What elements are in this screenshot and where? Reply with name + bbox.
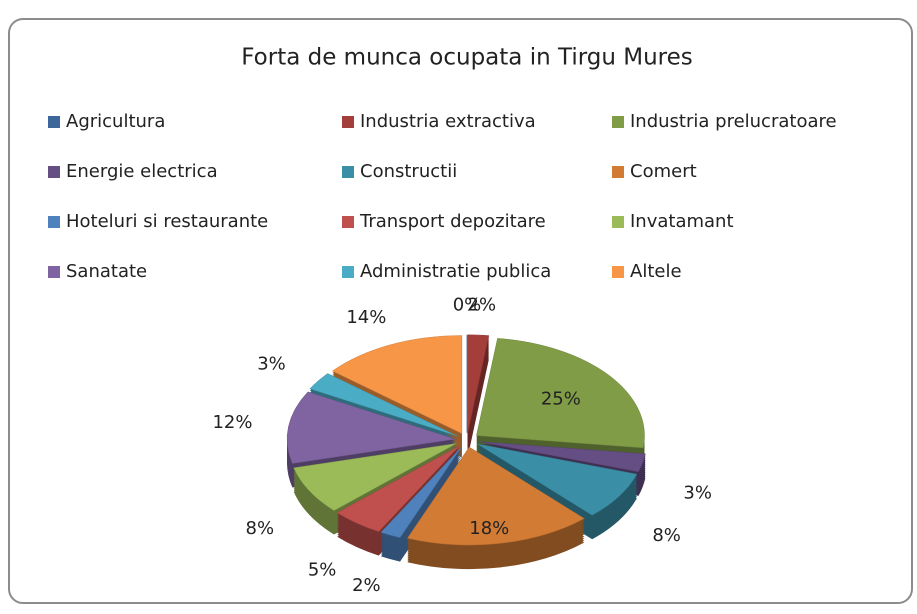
legend-swatch	[48, 116, 60, 128]
slice	[406, 446, 585, 546]
legend-label: Industria prelucratoare	[630, 111, 837, 132]
legend-label: Comert	[630, 161, 697, 182]
chart-frame	[8, 18, 913, 604]
slice	[380, 446, 463, 538]
legend-swatch	[48, 166, 60, 178]
legend-label: Constructii	[360, 161, 457, 182]
data-label: 3%	[257, 353, 286, 374]
slice-side	[478, 443, 646, 474]
legend-label: Hoteluri si restaurante	[66, 211, 268, 232]
slice	[478, 441, 646, 473]
slice	[309, 373, 458, 437]
legend-swatch	[342, 216, 354, 228]
data-label: 5%	[308, 559, 337, 580]
legend-swatch	[342, 266, 354, 278]
slice	[336, 445, 460, 532]
slice	[293, 443, 457, 511]
data-label: 2%	[352, 575, 381, 596]
legend-label: Administratie publica	[360, 261, 551, 282]
legend-label: Invatamant	[630, 211, 734, 232]
data-label: 8%	[246, 518, 275, 539]
data-label: 12%	[212, 412, 252, 433]
legend-swatch	[612, 216, 624, 228]
legend-label: Altele	[630, 261, 682, 282]
data-label: 3%	[683, 482, 712, 503]
data-label: 8%	[652, 525, 681, 546]
legend-label: Transport depozitare	[359, 211, 546, 232]
slice	[286, 391, 456, 464]
legend-swatch	[612, 116, 624, 128]
legend-label: Sanatate	[66, 261, 147, 282]
legend-swatch	[48, 216, 60, 228]
chart-title: Forta de munca ocupata in Tirgu Mures	[241, 45, 693, 71]
legend-swatch	[342, 116, 354, 128]
legend-label: Agricultura	[66, 111, 165, 132]
legend-swatch	[342, 166, 354, 178]
legend-label: Industria extractiva	[360, 111, 536, 132]
slice	[476, 338, 645, 449]
slice	[477, 443, 638, 516]
legend-swatch	[612, 166, 624, 178]
data-label: 0%	[453, 294, 482, 315]
legend-label: Energie electrica	[66, 161, 218, 182]
data-label: 25%	[541, 389, 581, 410]
data-label: 18%	[469, 518, 509, 539]
slice	[467, 334, 490, 433]
data-label: 14%	[346, 307, 386, 328]
data-label: 2%	[468, 295, 497, 316]
legend-swatch	[48, 266, 60, 278]
legend-swatch	[612, 266, 624, 278]
slice	[331, 335, 463, 434]
